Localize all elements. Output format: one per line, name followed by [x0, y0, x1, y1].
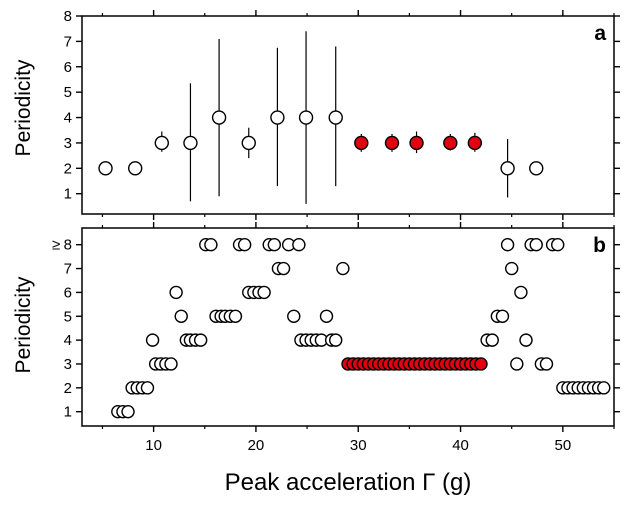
data-point-open [336, 261, 350, 276]
data-point-open [154, 135, 170, 151]
data-point-open [495, 309, 510, 323]
y-tick-label: 5 [64, 84, 72, 101]
y-tick-label: 4 [64, 332, 72, 349]
panel-label: b [593, 234, 606, 257]
data-point-open [485, 333, 499, 347]
data-point-red [443, 135, 458, 151]
x-tick-label: 40 [452, 437, 469, 454]
data-point-open [211, 110, 227, 125]
data-point-open [257, 285, 271, 300]
data-point-open [169, 285, 183, 300]
y-tick-label: 1 [64, 186, 72, 203]
data-point-open [504, 261, 519, 276]
y-tick-label: 3 [64, 356, 72, 373]
data-point-open [319, 309, 334, 323]
y-tick-label: 6 [64, 284, 72, 301]
data-point-open [510, 357, 524, 371]
data-point-open [500, 161, 515, 176]
data-point-open [267, 237, 282, 252]
data-point-open [328, 110, 343, 125]
y-tick-label: 8 [64, 8, 72, 25]
x-tick-label: 50 [555, 437, 572, 454]
plot-frame [81, 227, 615, 427]
data-point-open [127, 161, 143, 176]
data-point-open [145, 333, 160, 347]
data-point-open [597, 381, 611, 395]
data-point-open [514, 285, 528, 300]
data-point-open [270, 110, 285, 125]
data-point-open [174, 309, 188, 323]
y-axis-title: Periodicity [12, 276, 35, 373]
data-point-open [519, 333, 533, 347]
y-tick-label: 5 [64, 308, 72, 325]
y-tick-label: 4 [64, 110, 72, 127]
data-point-open [193, 333, 208, 347]
data-point-open [237, 237, 252, 252]
plot-frame [81, 15, 615, 215]
y-tick-label: 1 [64, 404, 72, 421]
data-point-open [329, 333, 343, 347]
x-tick-label: 10 [145, 437, 162, 454]
data-point-red [474, 357, 488, 371]
y-tick-label: ≥8 [52, 237, 72, 254]
data-point-red [354, 135, 369, 151]
y-tick-label: 7 [64, 261, 72, 278]
data-point-open [287, 309, 301, 323]
x-axis-title: Peak acceleration Γ (g) [225, 469, 472, 496]
panel-a: 1 2 3 4 5 6 7 8 Periodicity a [12, 8, 620, 220]
data-point-open [164, 357, 178, 371]
data-point-open [204, 237, 218, 252]
panel-b: 1 2 3 4 5 6 7 ≥8 10 20 30 40 50 Periodicity b Peak acce… [12, 222, 620, 496]
y-tick-label: 6 [64, 59, 72, 76]
data-point-open [500, 237, 515, 252]
data-point-open [539, 357, 554, 371]
data-point-open [276, 261, 291, 276]
data-point-red [384, 135, 400, 151]
data-point-open [228, 309, 243, 323]
y-tick-label: 3 [64, 135, 72, 152]
data-point-open [183, 135, 198, 151]
y-tick-label: 2 [64, 160, 72, 177]
y-tick-label: 2 [64, 380, 72, 397]
x-tick-label: 30 [350, 437, 367, 454]
data-point-open [529, 237, 543, 252]
data-point-open [121, 404, 135, 419]
x-tick-label: 20 [248, 437, 265, 454]
data-point-open [529, 161, 544, 176]
data-point-open [140, 381, 155, 395]
data-point-open [298, 110, 314, 125]
data-point-open [551, 237, 565, 252]
y-tick-label: 7 [64, 33, 72, 50]
panel-label: a [594, 22, 606, 45]
data-point-open [241, 135, 256, 151]
data-point-open [98, 161, 113, 176]
data-point-red [467, 135, 483, 151]
y-axis-title: Periodicity [12, 59, 35, 156]
data-point-red [409, 135, 424, 151]
data-point-open [292, 237, 306, 252]
